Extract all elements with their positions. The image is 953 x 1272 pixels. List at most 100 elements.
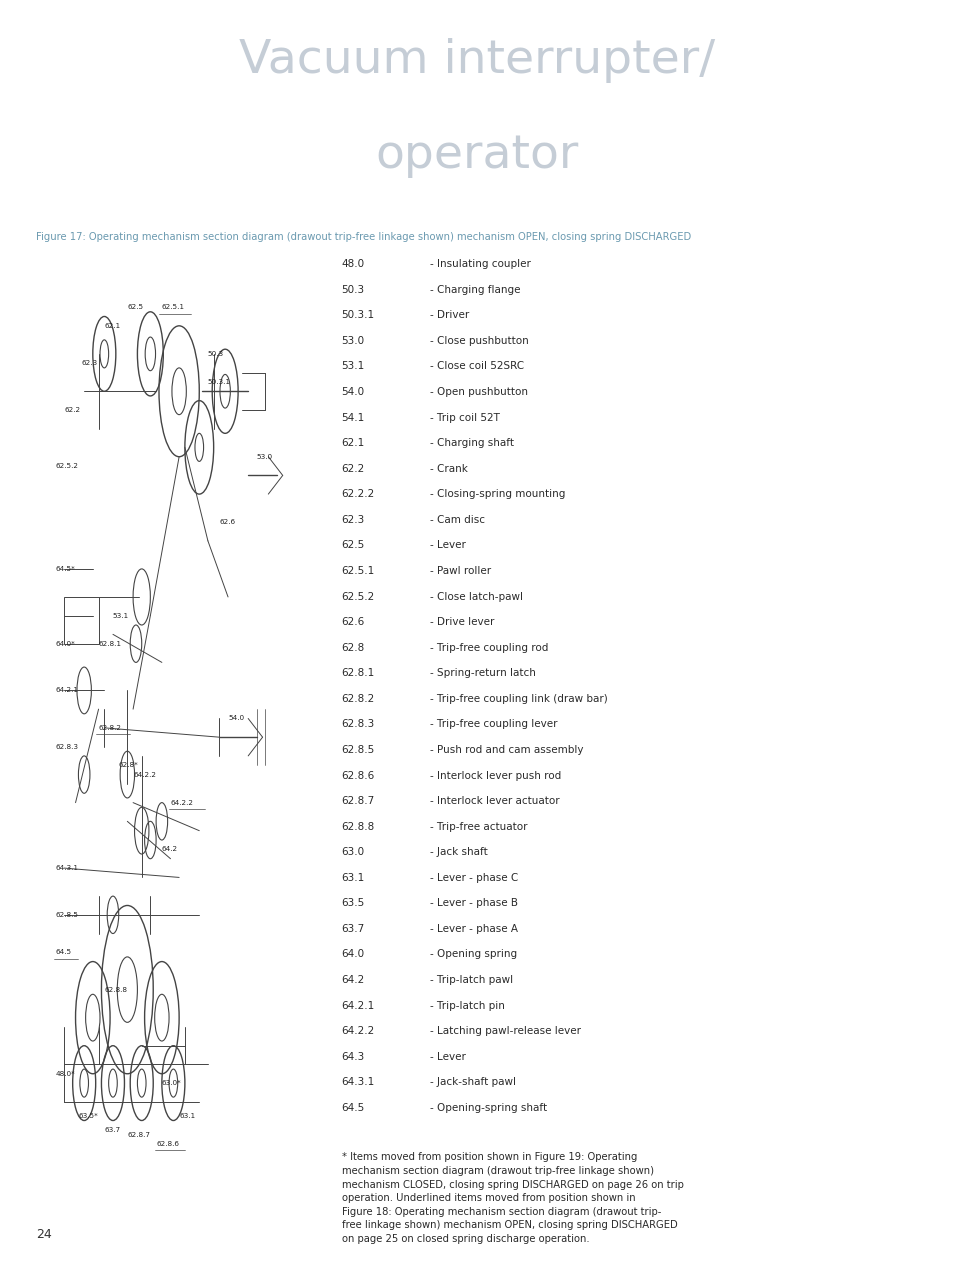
Text: - Interlock lever push rod: - Interlock lever push rod [430,771,561,781]
Text: - Spring-return latch: - Spring-return latch [430,668,536,678]
Text: - Close coil 52SRC: - Close coil 52SRC [430,361,524,371]
Text: 62.2: 62.2 [341,464,365,473]
Text: 62.8: 62.8 [341,642,365,653]
Text: 62.8.8: 62.8.8 [104,987,127,992]
Text: 62.8.5: 62.8.5 [341,745,375,756]
Text: 62.8.3: 62.8.3 [55,744,78,749]
Text: - Interlock lever actuator: - Interlock lever actuator [430,796,559,806]
Text: 64.2: 64.2 [162,846,178,852]
Text: 62.5.1: 62.5.1 [162,304,185,310]
Text: 64.3: 64.3 [341,1052,365,1062]
Text: 62.2: 62.2 [64,407,80,413]
Text: 54.0: 54.0 [341,387,364,397]
Text: 64.2.2: 64.2.2 [133,772,156,777]
Text: 64.2.1: 64.2.1 [55,687,78,693]
Text: 62.2.2: 62.2.2 [341,490,375,500]
Text: 63.5: 63.5 [341,898,365,908]
Text: 53.0: 53.0 [256,454,273,459]
Text: 50.3.1: 50.3.1 [341,310,375,321]
Text: - Jack shaft: - Jack shaft [430,847,487,857]
Text: - Opening-spring shaft: - Opening-spring shaft [430,1103,547,1113]
Text: 50.3.1: 50.3.1 [208,379,231,385]
Text: - Charging flange: - Charging flange [430,285,520,295]
Text: operator: operator [375,134,578,178]
Text: - Trip-free coupling lever: - Trip-free coupling lever [430,720,558,729]
Text: - Pawl roller: - Pawl roller [430,566,491,576]
Text: 62.5: 62.5 [127,304,143,310]
Text: 62.8.1: 62.8.1 [341,668,375,678]
Text: 62.1: 62.1 [104,323,120,329]
Text: 62.8.6: 62.8.6 [156,1141,179,1147]
Text: 24: 24 [36,1227,52,1241]
Text: 63.7: 63.7 [104,1127,120,1133]
Text: 54.1: 54.1 [341,412,365,422]
Text: 62.8.6: 62.8.6 [341,771,375,781]
Text: - Close latch-pawl: - Close latch-pawl [430,591,522,602]
Text: 62.8.2: 62.8.2 [341,693,375,703]
Text: 62.8.3: 62.8.3 [341,720,375,729]
Text: * Items moved from position shown in Figure 19: Operating
mechanism section diag: * Items moved from position shown in Fig… [341,1152,683,1244]
Text: - Lever - phase C: - Lever - phase C [430,873,517,883]
Text: 62.8.7: 62.8.7 [127,1132,151,1137]
Text: 64.2.2: 64.2.2 [341,1027,375,1037]
Text: 54.0: 54.0 [228,715,244,721]
Text: - Cam disc: - Cam disc [430,515,485,525]
Text: 62.5.2: 62.5.2 [341,591,375,602]
Text: 64.2.1: 64.2.1 [341,1001,375,1011]
Text: Figure 17: Operating mechanism section diagram (drawout trip-free linkage shown): Figure 17: Operating mechanism section d… [36,232,691,242]
Text: 48.0: 48.0 [341,259,364,270]
Text: 62.8*: 62.8* [118,762,138,768]
Text: - Lever - phase A: - Lever - phase A [430,923,517,934]
Text: - Opening spring: - Opening spring [430,949,517,959]
Text: 62.8.2: 62.8.2 [98,725,121,731]
Text: - Trip-free coupling rod: - Trip-free coupling rod [430,642,548,653]
Text: 62.3: 62.3 [81,360,97,366]
Text: 62.8.5: 62.8.5 [55,912,78,918]
Text: 62.6: 62.6 [219,519,235,525]
Text: - Push rod and cam assembly: - Push rod and cam assembly [430,745,583,756]
Text: 50.3: 50.3 [208,351,224,357]
Text: 62.8.1: 62.8.1 [98,641,121,646]
Bar [64,597,98,644]
Text: Vacuum interrupter/: Vacuum interrupter/ [238,38,715,83]
Text: 62.5.1: 62.5.1 [341,566,375,576]
Text: 62.5.2: 62.5.2 [55,463,78,469]
Text: 62.8.7: 62.8.7 [341,796,375,806]
Text: 62.1: 62.1 [341,438,365,448]
Text: 64.5: 64.5 [55,949,71,955]
Text: 50.3: 50.3 [341,285,364,295]
Text: - Lever: - Lever [430,1052,466,1062]
Text: - Latching pawl-release lever: - Latching pawl-release lever [430,1027,580,1037]
Text: - Charging shaft: - Charging shaft [430,438,514,448]
Text: - Close pushbutton: - Close pushbutton [430,336,528,346]
Text: - Jack-shaft pawl: - Jack-shaft pawl [430,1077,516,1088]
Text: 63.1: 63.1 [179,1113,195,1119]
Text: - Crank: - Crank [430,464,468,473]
Text: - Closing-spring mounting: - Closing-spring mounting [430,490,565,500]
Text: - Trip-latch pawl: - Trip-latch pawl [430,976,513,985]
Text: 64.0: 64.0 [341,949,364,959]
Text: - Trip-free coupling link (draw bar): - Trip-free coupling link (draw bar) [430,693,607,703]
Text: 64.3.1: 64.3.1 [341,1077,375,1088]
Text: 63.5*: 63.5* [78,1113,98,1119]
Text: 64.2.2: 64.2.2 [171,800,193,805]
Text: - Open pushbutton: - Open pushbutton [430,387,528,397]
Text: 64.2: 64.2 [341,976,365,985]
Text: 64.3.1: 64.3.1 [55,865,78,871]
Text: - Driver: - Driver [430,310,469,321]
Text: 62.8.8: 62.8.8 [341,822,375,832]
Text: 62.3: 62.3 [341,515,365,525]
Text: - Trip coil 52T: - Trip coil 52T [430,412,499,422]
Text: 63.0: 63.0 [341,847,364,857]
Text: 53.1: 53.1 [112,613,129,618]
Text: - Lever: - Lever [430,541,466,551]
Text: 63.1: 63.1 [341,873,365,883]
Text: 64.0*: 64.0* [55,641,75,646]
Text: - Trip-latch pin: - Trip-latch pin [430,1001,504,1011]
Text: 63.0*: 63.0* [162,1080,181,1086]
Text: - Trip-free actuator: - Trip-free actuator [430,822,527,832]
Text: 53.0: 53.0 [341,336,364,346]
Text: 62.5: 62.5 [341,541,365,551]
Text: 64.5: 64.5 [341,1103,365,1113]
Text: - Insulating coupler: - Insulating coupler [430,259,531,270]
